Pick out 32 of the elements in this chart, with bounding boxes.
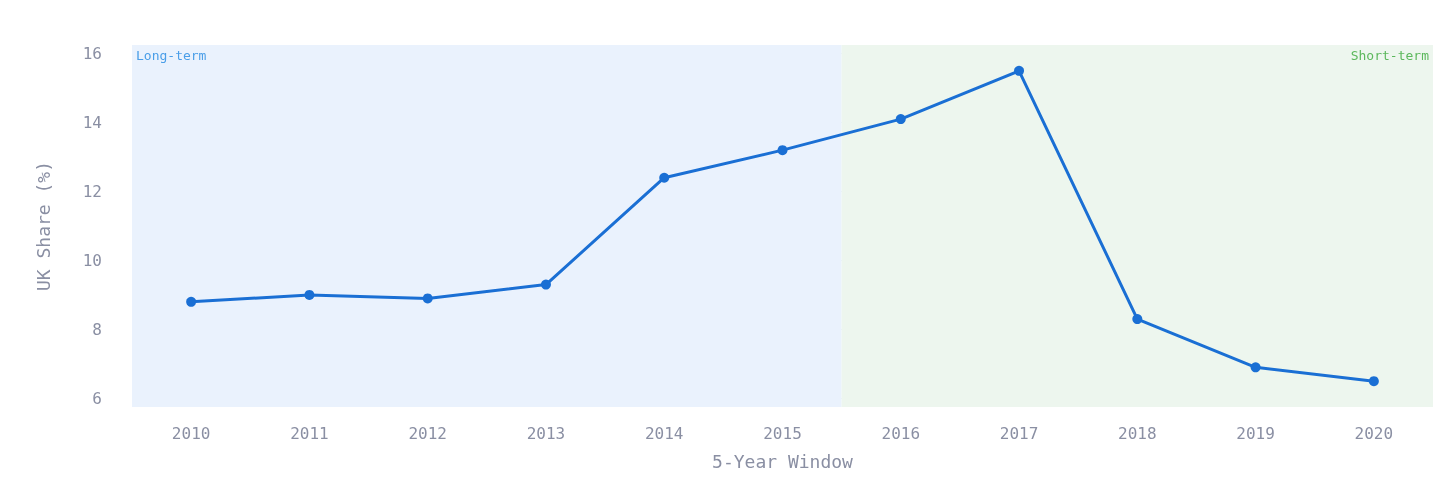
point — [895, 114, 906, 125]
point — [659, 172, 670, 183]
point — [1250, 362, 1261, 373]
y-tick-label: 14 — [82, 113, 102, 133]
x-tick-label: 2017 — [999, 423, 1039, 443]
x-tick-label: 2014 — [644, 423, 684, 443]
x-tick-label: 2010 — [171, 423, 211, 443]
point — [1132, 314, 1143, 325]
y-tick-label: 10 — [82, 250, 102, 270]
y-axis-title: UK Share (%) — [32, 160, 54, 292]
point — [422, 293, 433, 304]
y-tick-label: 6 — [92, 388, 102, 408]
x-tick-label: 2012 — [408, 423, 447, 443]
point — [186, 296, 197, 307]
band-label: Long-term — [136, 48, 207, 63]
x-tick-label: 2019 — [1236, 423, 1275, 443]
point — [1368, 376, 1379, 387]
x-tick-label: 2016 — [881, 423, 921, 443]
point — [777, 145, 788, 156]
point — [540, 279, 551, 290]
x-tick-label: 2013 — [526, 423, 566, 443]
x-tick-label: 2015 — [763, 423, 802, 443]
x-axis-title: 5-Year Window — [712, 450, 854, 472]
y-tick-label: 8 — [92, 319, 102, 339]
y-tick-label: 16 — [82, 44, 102, 64]
point — [1014, 65, 1025, 76]
x-tick-label: 2018 — [1118, 423, 1157, 443]
y-tick-label: 12 — [82, 182, 102, 202]
x-tick-label: 2020 — [1354, 423, 1394, 443]
point — [304, 289, 315, 300]
x-tick-label: 2011 — [290, 423, 329, 443]
band-label: Short-term — [1350, 48, 1430, 63]
